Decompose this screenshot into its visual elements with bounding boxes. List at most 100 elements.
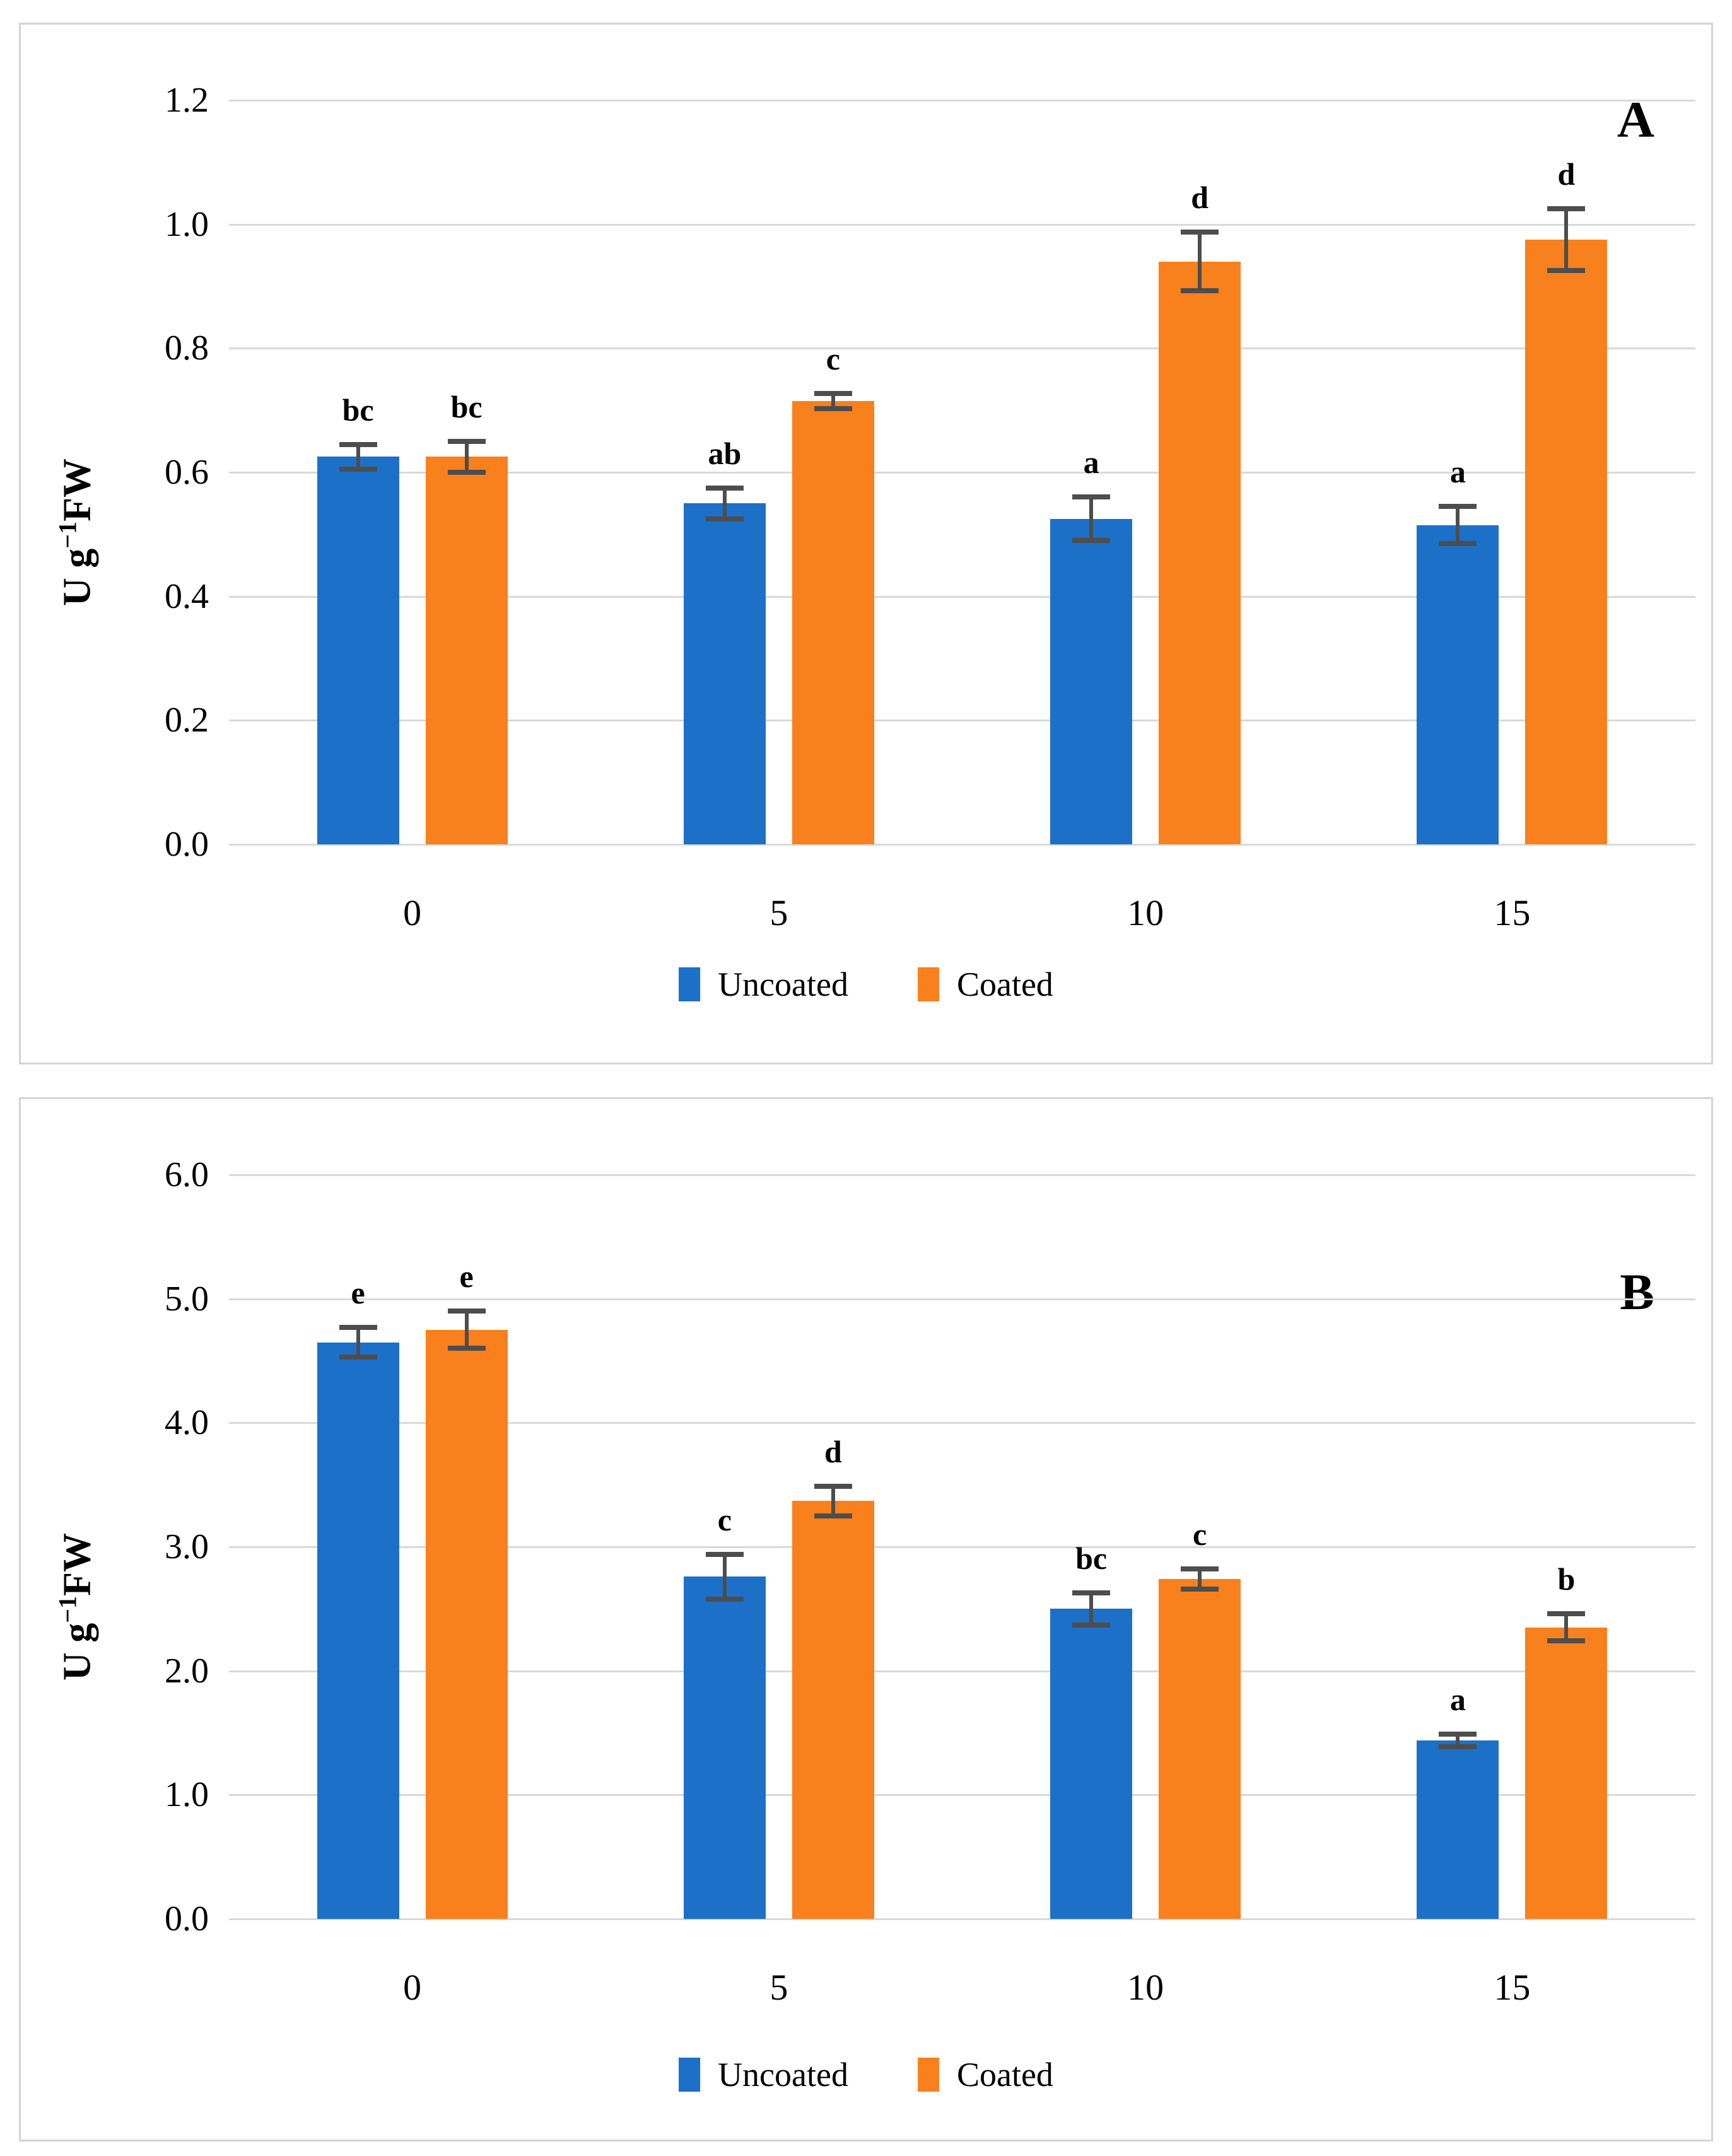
y-axis-title-superscript: −1 (53, 521, 82, 549)
x-axis-category-label: 5 (769, 892, 788, 933)
gridline (229, 100, 1695, 102)
error-bar-cap (1072, 494, 1111, 500)
y-axis-title-superscript: −1 (53, 1595, 82, 1623)
gridline (229, 347, 1695, 350)
gridline (229, 1422, 1695, 1425)
error-bar-cap (447, 1308, 486, 1314)
error-bar-cap (1072, 1622, 1111, 1628)
error-bar-cap (1181, 1566, 1219, 1572)
error-bar-cap (705, 485, 744, 491)
bar-uncoated (1050, 518, 1133, 844)
error-bar-cap (1547, 268, 1586, 274)
y-axis-tick-label: 3.0 (165, 1527, 209, 1566)
y-axis-tick-label: 1.2 (165, 81, 209, 120)
legend-color-swatch (917, 967, 939, 1001)
significance-letter: c (826, 341, 840, 377)
gridline (229, 223, 1695, 226)
chart-panel: B U g−1FW 0.0 1.0 2.0 3.0 4.0 5.0 6.0 0 e e 5 c d 10 b… (19, 1097, 1713, 2141)
gridline (229, 844, 1695, 846)
legend-label: Coated (956, 2056, 1053, 2094)
error-bar-stem (1456, 1734, 1460, 1747)
error-bar-stem (464, 441, 469, 472)
gridline (229, 1298, 1695, 1300)
error-bar-cap (339, 1355, 377, 1360)
bar-uncoated (683, 503, 766, 844)
significance-letter: a (1083, 445, 1099, 481)
error-bar-cap (1072, 1590, 1111, 1595)
significance-letter: e (459, 1259, 474, 1295)
error-bar-cap (447, 1346, 486, 1351)
y-axis-tick-label: 1.0 (165, 204, 209, 244)
error-bar-cap (705, 1551, 744, 1557)
error-bar-stem (1564, 209, 1569, 271)
significance-letter: c (717, 1501, 732, 1537)
bar-coated (425, 1329, 508, 1919)
error-bar-cap (814, 405, 852, 411)
error-bar-stem (1198, 1569, 1202, 1589)
y-axis-tick-label: 6.0 (165, 1155, 209, 1194)
error-bar-stem (1198, 232, 1202, 291)
x-axis-category-label: 15 (1494, 892, 1531, 933)
significance-letter: d (1191, 180, 1209, 216)
y-axis-tick-label: 0.2 (165, 701, 209, 740)
bar-coated (1525, 1627, 1608, 1919)
legend-item-coated: Coated (917, 965, 1053, 1003)
error-bar-cap (705, 1596, 744, 1602)
error-bar-cap (1547, 206, 1586, 212)
significance-letter: b (1557, 1561, 1576, 1597)
significance-letter: e (351, 1274, 365, 1310)
panel-letter: A (1617, 91, 1654, 148)
bar-uncoated (317, 457, 399, 844)
y-axis-tick-label: 0.4 (165, 576, 209, 616)
y-axis-tick-label: 0.8 (165, 329, 209, 368)
y-axis-tick-label: 0.0 (165, 825, 209, 864)
bar-uncoated (1417, 525, 1499, 844)
error-bar-stem (464, 1311, 469, 1349)
bar-coated (425, 457, 508, 844)
error-bar-cap (1181, 288, 1219, 293)
error-bar-cap (1439, 504, 1477, 510)
error-bar-cap (814, 391, 852, 397)
y-axis-tick-label: 4.0 (165, 1403, 209, 1443)
error-bar-cap (705, 516, 744, 522)
gridline (229, 1670, 1695, 1672)
significance-letter: d (824, 1433, 842, 1469)
legend-label: Coated (956, 965, 1053, 1003)
error-bar-cap (1181, 1586, 1219, 1592)
significance-letter: bc (450, 388, 483, 424)
error-bar-cap (1181, 230, 1219, 235)
x-axis-category-label: 0 (403, 892, 422, 933)
error-bar-cap (814, 1513, 852, 1518)
bar-uncoated (317, 1342, 399, 1919)
legend: Uncoated Coated (679, 967, 1053, 1001)
y-axis-tick-label: 5.0 (165, 1279, 209, 1319)
legend-item-uncoated: Uncoated (679, 967, 848, 1001)
error-bar-stem (722, 487, 727, 519)
legend-item-coated: Coated (917, 2056, 1053, 2094)
significance-letter: ab (708, 435, 742, 471)
error-bar-cap (1547, 1611, 1586, 1617)
bar-coated (1525, 240, 1608, 844)
legend-color-swatch (679, 2058, 701, 2092)
significance-letter: a (1449, 454, 1466, 490)
y-axis-tick-label: 1.0 (165, 1775, 209, 1815)
significance-letter: c (1193, 1517, 1207, 1553)
legend-color-swatch (679, 967, 701, 1001)
error-bar-cap (447, 470, 486, 475)
x-axis-category-label: 0 (403, 1967, 422, 2008)
legend-color-swatch (917, 2058, 939, 2092)
gridline (229, 1546, 1695, 1548)
bar-coated (792, 400, 874, 844)
error-bar-cap (447, 438, 486, 444)
error-bar-cap (1439, 541, 1477, 547)
gridline (229, 595, 1695, 598)
y-axis-tick-label: 0.0 (165, 1899, 209, 1938)
error-bar-cap (1547, 1638, 1586, 1644)
error-bar-stem (1089, 497, 1094, 541)
error-bar-cap (814, 1483, 852, 1489)
gridline (229, 1794, 1695, 1797)
y-axis-tick-label: 2.0 (165, 1651, 209, 1691)
chart-panel: A U g−1FW 0.0 0.2 0.4 0.6 0.8 1.0 1.2 0 bc bc 5 ab c… (19, 23, 1713, 1064)
bar-coated (1159, 1579, 1241, 1919)
error-bar-stem (1089, 1592, 1094, 1625)
